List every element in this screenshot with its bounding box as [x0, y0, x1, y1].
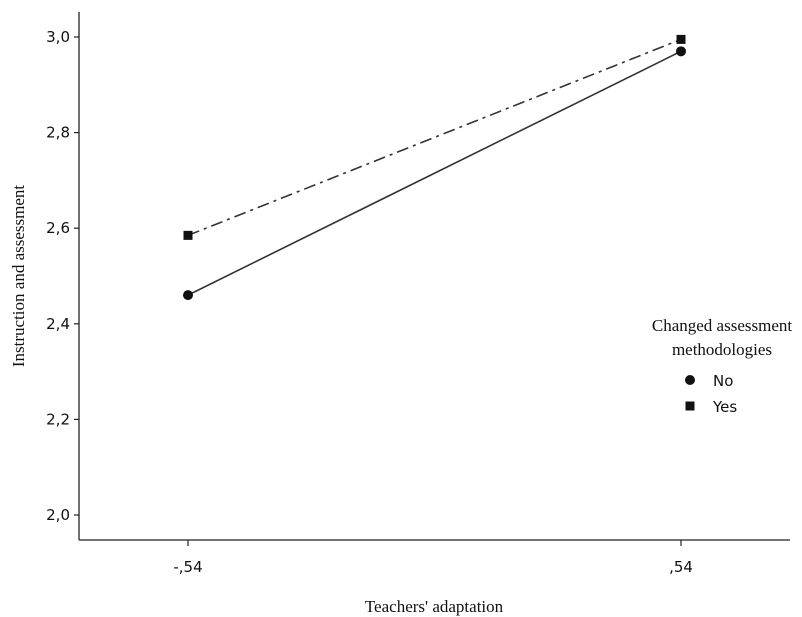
y-axis-title: Instruction and assessment: [9, 185, 28, 368]
y-tick-label: 2,0: [46, 506, 70, 524]
legend: Changed assessment methodologies No Yes: [652, 316, 793, 416]
y-tick-group: 2,0 2,2 2,4 2,6 2,8 3,0: [46, 28, 79, 524]
series-lines: [187, 38, 682, 296]
x-axis-title: Teachers' adaptation: [365, 597, 504, 616]
legend-label-yes: Yes: [712, 398, 737, 416]
x-tick-label: -,54: [173, 558, 202, 576]
legend-label-no: No: [713, 372, 733, 390]
data-point-yes: [183, 230, 193, 240]
series-line-yes: [187, 38, 682, 237]
y-tick-label: 2,8: [46, 124, 70, 142]
y-tick-label: 2,4: [46, 315, 70, 333]
legend-marker-no: [685, 375, 695, 385]
data-point-no: [183, 290, 193, 301]
plot-axes: [78, 12, 790, 541]
data-point-yes: [676, 34, 686, 44]
y-tick-label: 2,6: [46, 219, 70, 237]
x-tick-label: ,54: [669, 558, 693, 576]
x-tick-group: -,54 ,54: [173, 540, 693, 576]
series-line-no: [187, 50, 682, 296]
legend-marker-yes: [685, 401, 695, 411]
data-point-no: [676, 46, 686, 57]
y-tick-label: 3,0: [46, 28, 70, 46]
series-markers: [183, 34, 686, 301]
y-tick-label: 2,2: [46, 410, 70, 428]
legend-title-line-2: methodologies: [672, 340, 772, 359]
legend-title-line-1: Changed assessment: [652, 316, 793, 335]
